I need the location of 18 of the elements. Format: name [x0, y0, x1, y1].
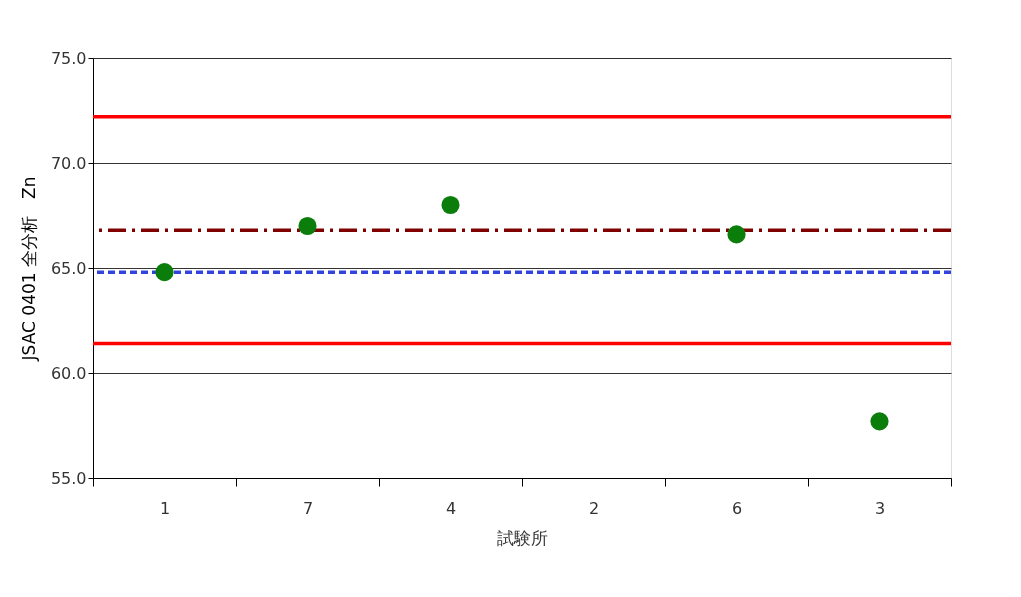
point [727, 225, 746, 244]
point [870, 412, 889, 431]
y-axis-title: JSAC 0401 全分析 Zn [18, 176, 39, 362]
y-tick-label: 70.0 [50, 153, 87, 173]
point [155, 263, 174, 282]
x-tick-label: 4 [445, 498, 457, 518]
x-tick-label: 1 [159, 498, 171, 518]
x-axis-title: 試験所 [497, 527, 548, 548]
x-tick-label: 7 [302, 498, 314, 518]
x-tick-label: 3 [874, 498, 886, 518]
y-tick-label: 75.0 [50, 48, 87, 68]
point [298, 216, 317, 236]
point [441, 195, 460, 215]
y-tick-label: 55.0 [50, 468, 87, 488]
y-tick-label: 60.0 [50, 363, 87, 383]
x-tick-label: 6 [731, 498, 743, 518]
x-tick-label: 2 [588, 498, 600, 518]
y-tick-label: 65.0 [50, 258, 87, 278]
